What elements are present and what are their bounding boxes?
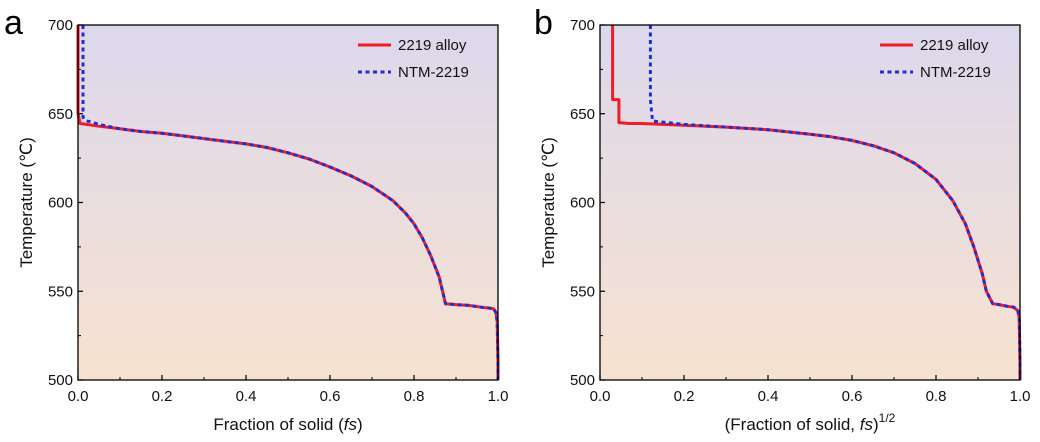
- y-axis-title: Temperature (℃): [539, 137, 558, 268]
- legend-label: NTM-2219: [398, 64, 469, 81]
- x-tick-label: 0.0: [68, 388, 89, 405]
- panel-b: b 0.0 0.2 0.4 0.6 0.8 1.0 500 550 600 650 700 (Fract…: [534, 4, 1030, 434]
- x-tick-label: 0.8: [404, 388, 425, 405]
- x-axis-title-superscript: 1/2: [879, 411, 896, 425]
- y-tick-label: 600: [570, 195, 595, 212]
- x-axis-title-end: ): [357, 415, 363, 434]
- x-axis-title-italic: fs: [344, 415, 358, 434]
- y-axis-title: Temperature (℃): [17, 137, 36, 268]
- x-tick-label: 0.0: [590, 388, 611, 405]
- y-tick-label: 550: [48, 283, 73, 300]
- y-tick-label: 650: [48, 106, 73, 123]
- y-tick-label: 550: [570, 283, 595, 300]
- plot-area: [600, 25, 1020, 380]
- y-tick-label: 650: [570, 106, 595, 123]
- x-tick-label: 0.4: [758, 388, 779, 405]
- x-axis-title-main: Fraction of solid (: [213, 415, 344, 434]
- plot-area: [78, 25, 498, 380]
- panel-a: a 0.0 0.2 0.4 0.6 0.8 1.0 500 550 600 650 700 Fracti…: [4, 4, 508, 434]
- x-axis-title: (Fraction of solid, fs)1/2: [725, 411, 896, 434]
- x-axis-title-italic: fs: [860, 415, 874, 434]
- x-tick-label: 1.0: [488, 388, 509, 405]
- legend-label: 2219 alloy: [920, 37, 989, 54]
- x-tick-label: 0.2: [152, 388, 173, 405]
- y-tick-label: 500: [570, 372, 595, 389]
- y-tick-label: 600: [48, 195, 73, 212]
- panel-label: a: [4, 4, 23, 42]
- series-line-ntm-2219: [648, 25, 1022, 380]
- x-axis-title-end: ): [873, 415, 879, 434]
- x-axis-title: Fraction of solid (fs): [213, 415, 362, 434]
- y-tick-label: 500: [48, 372, 73, 389]
- y-tick-label: 700: [48, 17, 73, 34]
- legend-label: NTM-2219: [920, 64, 991, 81]
- x-tick-label: 0.6: [842, 388, 863, 405]
- series-line-ntm-2219: [81, 25, 500, 380]
- panel-label: b: [534, 4, 553, 42]
- x-axis-title-main: (Fraction of solid,: [725, 415, 860, 434]
- legend-label: 2219 alloy: [398, 37, 467, 54]
- y-tick-label: 700: [570, 17, 595, 34]
- x-tick-label: 0.8: [926, 388, 947, 405]
- x-tick-label: 1.0: [1010, 388, 1031, 405]
- x-tick-label: 0.4: [236, 388, 257, 405]
- x-tick-label: 0.6: [320, 388, 341, 405]
- x-tick-label: 0.2: [674, 388, 695, 405]
